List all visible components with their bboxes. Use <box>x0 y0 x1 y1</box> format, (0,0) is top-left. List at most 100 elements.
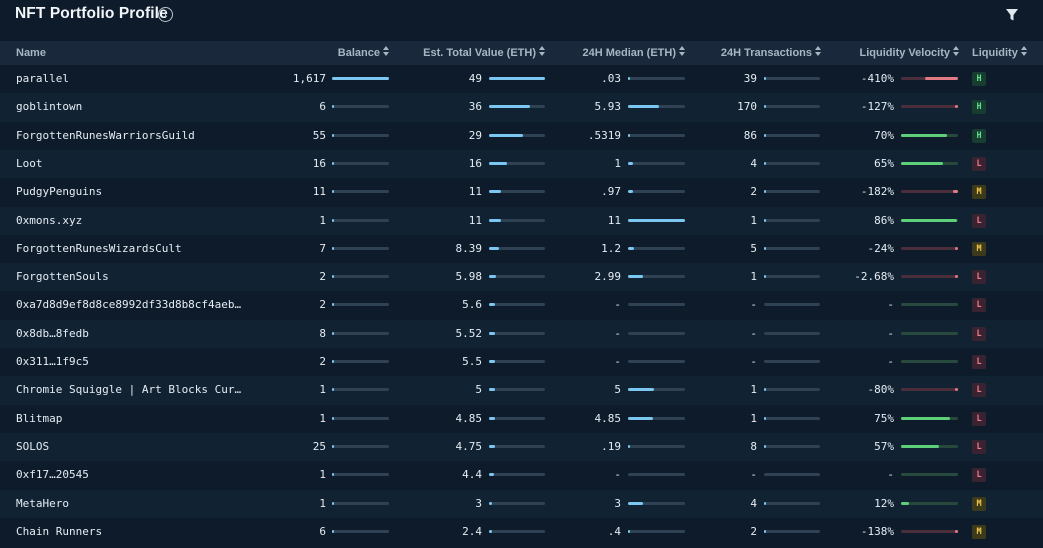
balance-value: 8 <box>319 326 326 340</box>
liquidity-badge: M <box>972 496 986 511</box>
median-bar <box>628 190 685 194</box>
sort-icon[interactable] <box>539 46 546 57</box>
bar-fill <box>628 161 633 165</box>
liquidity-velocity-bar <box>901 303 958 307</box>
median-bar <box>628 416 685 420</box>
filter-icon[interactable] <box>1002 6 1022 24</box>
bar-fill <box>332 473 334 477</box>
table-row[interactable]: 0xf17…20545 1 4.4- - - L <box>0 461 1043 489</box>
liquidity-badge: L <box>972 298 986 313</box>
transactions-value: 1 <box>750 411 757 425</box>
table-row[interactable]: 0xmons.xyz 1 11 11 1 86% L <box>0 206 1043 235</box>
column-header-liquidity-velocity[interactable]: Liquidity Velocity <box>830 41 960 65</box>
table-row[interactable]: 0xa7d8d9ef8d8ce8992df33d8b8cf4aeb… 2 5.6- -… <box>0 291 1043 319</box>
liquidity-velocity-bar <box>901 473 958 477</box>
column-header-24h-transactions[interactable]: 24H Transactions <box>696 41 822 65</box>
liquidity-velocity-bar <box>901 190 958 194</box>
table-row[interactable]: 0x311…1f9c5 2 5.5- - - L <box>0 348 1043 376</box>
liquidity-badge: L <box>972 468 986 483</box>
bar-fill <box>628 444 630 448</box>
est-total-value: 36 <box>468 100 482 114</box>
median-bar <box>628 473 685 477</box>
transactions-bar <box>764 246 820 250</box>
table-row[interactable]: PudgyPenguins 11 11.97 2 -182% M <box>0 178 1043 206</box>
bar-fill <box>489 360 496 363</box>
sort-icon[interactable] <box>383 46 390 57</box>
bar-fill <box>332 246 334 250</box>
est-total-value-bar <box>489 416 545 420</box>
balance-value: 2 <box>319 270 326 284</box>
bar-fill <box>901 416 951 420</box>
bar-fill <box>764 275 766 279</box>
liquidity-velocity-bar <box>901 218 958 222</box>
transactions-value: - <box>750 298 757 312</box>
liquidity-velocity-value: 75% <box>874 411 894 425</box>
sort-icon[interactable] <box>815 46 822 57</box>
transactions-bar <box>764 444 820 448</box>
median-value: 5.93 <box>594 100 622 114</box>
est-total-value-bar <box>489 501 545 505</box>
table-row[interactable]: parallel 1,617 49.03 39 -410% H <box>0 65 1043 93</box>
table-row[interactable]: 0x8db…8fedb 8 5.52- - - L <box>0 319 1043 348</box>
bar-fill <box>764 161 766 165</box>
liquidity-badge: L <box>972 213 986 228</box>
column-header-balance[interactable]: Balance <box>280 41 390 65</box>
column-header-24h-median[interactable]: 24H Median (ETH) <box>556 41 686 65</box>
liquidity-velocity-value: -182% <box>860 185 894 199</box>
median-value: 1.2 <box>601 241 621 255</box>
table-row[interactable]: ForgottenRunesWizardsCult 7 8.39 1.2 5 -24% M <box>0 235 1043 263</box>
transactions-value: 86 <box>743 128 757 142</box>
bar-fill <box>489 77 545 80</box>
sort-icon[interactable] <box>953 46 960 57</box>
table-row[interactable]: ForgottenSouls 2 5.98 2.99 1 -2.68% L <box>0 263 1043 292</box>
balance-value: 7 <box>319 241 326 255</box>
table-row[interactable]: MetaHero 1 3 3 4 12% M <box>0 489 1043 518</box>
bar-fill <box>332 331 334 335</box>
liquidity-velocity-bar <box>901 275 958 279</box>
transactions-value: 2 <box>750 524 757 538</box>
transactions-value: 1 <box>750 213 757 227</box>
column-header-liquidity[interactable]: Liquidity <box>972 41 1028 65</box>
liquidity-velocity-bar <box>901 360 958 363</box>
bar-fill <box>628 246 634 250</box>
bar-fill <box>489 331 496 335</box>
balance-bar <box>332 529 389 533</box>
balance-value: 2 <box>319 355 326 368</box>
table-row[interactable]: ForgottenRunesWarriorsGuild 55 29.5319 86 70… <box>0 122 1043 150</box>
liquidity-velocity-value: 70% <box>874 128 894 142</box>
median-bar <box>628 133 685 137</box>
est-total-value: 5.98 <box>455 270 483 284</box>
est-total-value-bar <box>489 218 545 222</box>
transactions-bar <box>764 501 820 505</box>
page-title: NFT Portfolio Profile <box>15 5 168 22</box>
table-row[interactable]: Chain Runners 6 2.4.4 2 -138% M <box>0 518 1043 546</box>
liquidity-badge: L <box>972 156 986 171</box>
sort-icon[interactable] <box>679 46 686 57</box>
bar-fill <box>764 416 766 420</box>
median-value: 11 <box>607 213 621 227</box>
sort-icon[interactable] <box>1020 46 1028 57</box>
balance-value: 6 <box>319 524 326 538</box>
table-row[interactable]: Chromie Squiggle | Art Blocks Curated 1 5 5… <box>0 376 1043 405</box>
table-row[interactable]: goblintown 6 36 5.93 170 -127% H <box>0 93 1043 122</box>
balance-bar <box>332 105 389 109</box>
est-total-value-bar <box>489 275 545 279</box>
info-icon[interactable] <box>158 7 173 22</box>
median-value: .5319 <box>587 128 621 142</box>
transactions-bar <box>764 416 820 420</box>
transactions-bar <box>764 218 820 222</box>
bar-fill <box>764 105 767 109</box>
table-row[interactable]: SOLOS 25 4.75.19 8 57% L <box>0 432 1043 462</box>
table-row[interactable]: Loot 16 16 1 4 65% L <box>0 149 1043 179</box>
bar-fill <box>901 133 947 137</box>
balance-value: 11 <box>312 185 326 199</box>
balance-value: 6 <box>319 100 326 114</box>
est-total-value: 8.39 <box>455 241 483 255</box>
bar-fill <box>489 218 502 222</box>
bar-fill <box>332 105 334 109</box>
column-header-name[interactable]: Name <box>16 47 46 59</box>
column-header-est-total-value[interactable]: Est. Total Value (ETH) <box>396 41 546 65</box>
table-row[interactable]: Blitmap 1 4.85 4.85 1 75% L <box>0 405 1043 433</box>
bar-fill <box>489 529 492 533</box>
median-value: - <box>614 326 621 340</box>
